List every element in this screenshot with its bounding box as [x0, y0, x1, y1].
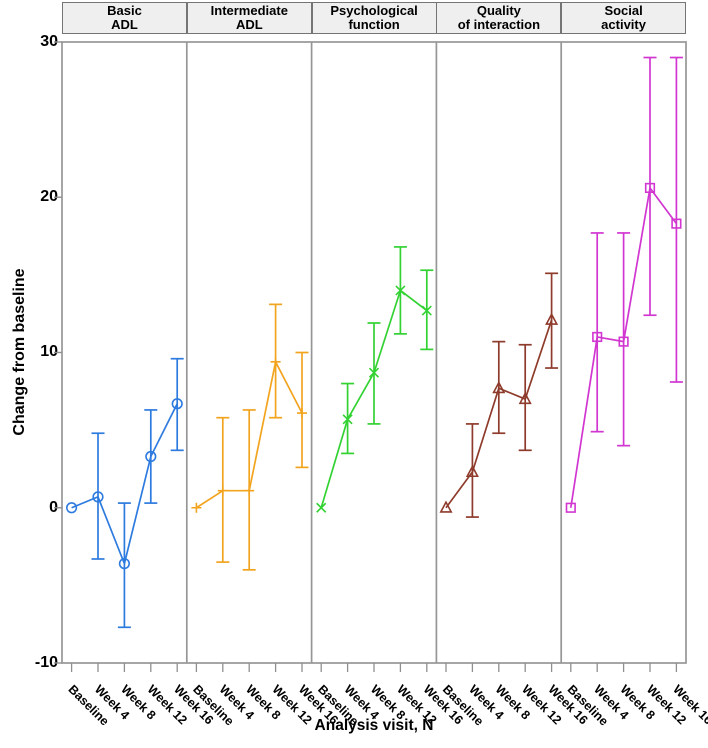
marker-square: [565, 502, 576, 513]
panel-header-line: ADL: [235, 17, 263, 32]
marker-square: [644, 182, 656, 194]
marker-triangle: [545, 312, 559, 325]
marker-x: [421, 305, 432, 316]
panel-header-line: Intermediate: [210, 2, 288, 18]
marker-square: [618, 336, 629, 347]
marker-triangle: [465, 464, 479, 478]
marker-triangle: [518, 391, 532, 405]
marker-plus: [191, 502, 202, 513]
series-line: [569, 185, 678, 508]
marker-x: [395, 285, 406, 296]
panel-header-basic-adl: Basic ADL: [62, 2, 187, 34]
panel-header-quality-of-interaction: Quality of interaction: [436, 2, 562, 34]
y-tick-label: 30: [40, 33, 58, 50]
panel-header-social-activity: Social activity: [561, 2, 686, 34]
panel-header-line: Psychological: [330, 2, 418, 18]
marker-circle: [145, 450, 157, 463]
marker-x: [316, 502, 327, 513]
marker-plus: [270, 356, 281, 367]
panel-header-psychological-function: Psychological function: [311, 2, 437, 34]
panel-header-line: Basic: [107, 2, 142, 18]
y-tick-label: -10: [34, 654, 58, 671]
marker-circle: [171, 398, 183, 410]
y-tick-label: 10: [40, 343, 58, 360]
marker-plus: [297, 408, 307, 419]
y-tick-label: 20: [40, 188, 58, 205]
panel-header-line: function: [348, 17, 400, 32]
series-line: [71, 403, 178, 567]
marker-x: [342, 414, 353, 425]
marker-triangle: [492, 380, 506, 394]
marker-circle: [118, 558, 130, 570]
panel-header-intermediate-adl: Intermediate ADL: [186, 2, 312, 34]
marker-square: [592, 331, 603, 343]
marker-x: [368, 367, 380, 378]
marker-plus: [244, 485, 255, 496]
marker-circle: [92, 491, 104, 503]
panel-header-line: ADL: [111, 17, 138, 32]
marker-plus: [217, 485, 228, 496]
panel-header-line: Quality: [476, 2, 521, 18]
marker-square: [671, 218, 682, 229]
marker-triangle: [439, 500, 453, 513]
panel-header-line: of interaction: [457, 17, 541, 32]
panel-header-line: Social: [604, 2, 643, 18]
marker-circle: [65, 502, 78, 514]
panel-header-line: activity: [601, 17, 646, 32]
x-axis-title: Analysis visit, N: [314, 717, 434, 734]
series-line: [445, 319, 553, 509]
y-tick-label: 0: [49, 499, 58, 516]
